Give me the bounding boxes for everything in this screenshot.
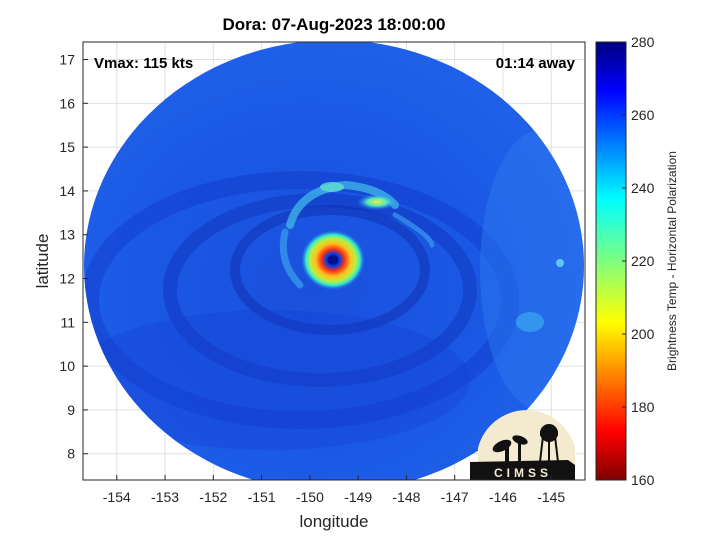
- plot-frame: [82, 41, 586, 481]
- x-tick-label: -148: [392, 489, 420, 505]
- microwave-swath: [84, 42, 584, 480]
- x-tick-label: -149: [344, 489, 372, 505]
- y-tick-label: 9: [67, 402, 75, 418]
- cimss-logo: CIMSS: [470, 410, 575, 480]
- convective-cell: [357, 194, 397, 210]
- colorbar-ticks: 160 180 200 220 240 260 280: [622, 34, 655, 488]
- lower-region: [84, 310, 470, 450]
- x-tick-label: -147: [441, 489, 469, 505]
- x-tick-label: -153: [151, 489, 179, 505]
- east-cell: [516, 312, 544, 332]
- y-tick-label: 13: [59, 227, 75, 243]
- y-tick-label: 14: [59, 183, 75, 199]
- colorbar-tick-label: 180: [631, 399, 655, 415]
- east-speck: [556, 259, 564, 267]
- colorbar-tick-label: 260: [631, 107, 655, 123]
- x-axis-label: longitude: [299, 512, 368, 531]
- colorbar-tick-label: 240: [631, 180, 655, 196]
- chart-title: Dora: 07-Aug-2023 18:00:00: [223, 15, 446, 34]
- x-tick-label: -154: [103, 489, 131, 505]
- colorbar-label: Brightness Temp - Horizontal Polarizatio…: [665, 151, 679, 371]
- inner-band-dark: [230, 205, 430, 335]
- east-lighter: [480, 130, 584, 410]
- colorbar-gradient: [595, 41, 627, 481]
- x-tick-label: -152: [199, 489, 227, 505]
- eye: [327, 255, 339, 265]
- y-tick-label: 16: [59, 95, 75, 111]
- y-tick-label: 17: [59, 52, 75, 68]
- vmax-label: Vmax: 115 kts: [94, 55, 193, 72]
- x-axis-ticks: -154 -153 -152 -151 -150 -149 -148 -147 -146 -145: [103, 475, 565, 505]
- y-tick-label: 8: [67, 446, 75, 462]
- rain-band-west: [279, 228, 304, 289]
- x-tick-label: -151: [248, 489, 276, 505]
- x-tick-label: -145: [537, 489, 565, 505]
- y-tick-label: 15: [59, 139, 75, 155]
- y-tick-label: 12: [59, 271, 75, 287]
- colorbar-tick-label: 200: [631, 326, 655, 342]
- mid-band-dark: [163, 193, 477, 387]
- time-away-label: 01:14 away: [496, 55, 576, 72]
- colorbar-tick-label: 280: [631, 34, 655, 50]
- x-tick-label: -146: [489, 489, 517, 505]
- y-tick-label: 10: [59, 358, 75, 374]
- x-tick-label: -150: [296, 489, 324, 505]
- y-tick-label: 11: [60, 314, 75, 330]
- colorbar-tick-label: 220: [631, 253, 655, 269]
- logo-text: CIMSS: [494, 466, 552, 480]
- colorbar-tick-label: 160: [631, 472, 655, 488]
- colorbar: 160 180 200 220 240 260 280 Brightness Temp - …: [595, 34, 679, 488]
- y-axis-ticks: 8 9 10 11 12 13 14 15 16 17: [59, 52, 88, 462]
- rain-band-east: [392, 212, 435, 248]
- plot-area: Vmax: 115 kts 01:14 away CIMSS -154 -153-…: [59, 41, 586, 505]
- convective-cell-2: [320, 182, 344, 192]
- y-axis-label: latitude: [33, 234, 52, 289]
